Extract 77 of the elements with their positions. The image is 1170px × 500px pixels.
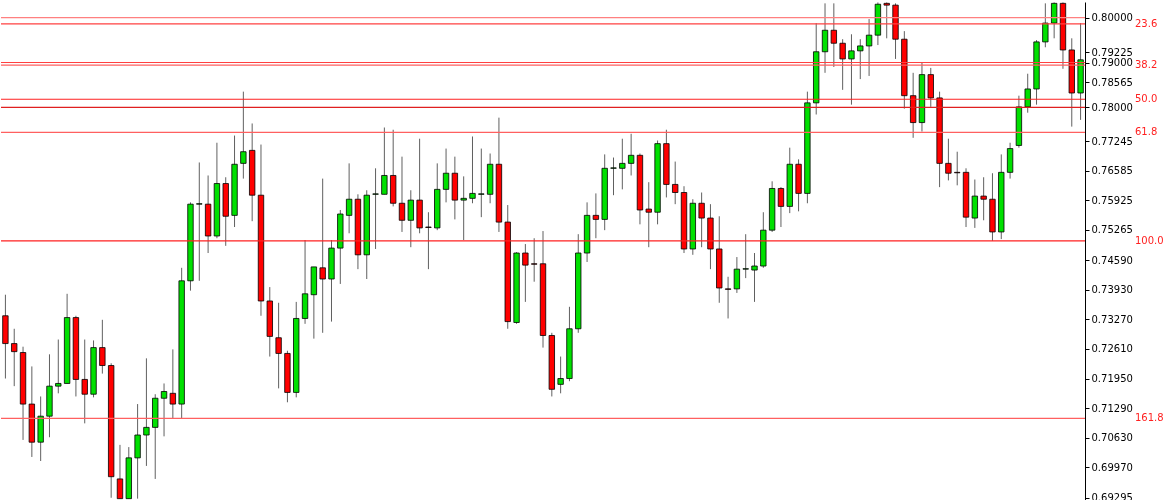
candlestick — [407, 189, 414, 248]
text: 61.8 — [1135, 126, 1158, 138]
y-tick-label: 0.78000 — [1091, 101, 1133, 113]
candlestick — [160, 382, 168, 437]
y-tick-label: 0.70630 — [1091, 432, 1133, 444]
candlestick — [865, 18, 873, 77]
y-tick-label: 0.72610 — [1091, 343, 1133, 355]
y-tick-label: 0.78565 — [1091, 76, 1133, 88]
candlestick — [883, 1, 890, 39]
candlestick — [522, 243, 529, 303]
candlestick — [610, 157, 617, 196]
candlestick — [381, 127, 388, 195]
candlestick — [724, 276, 732, 319]
candlestick — [196, 161, 203, 282]
y-tick-label: 0.74590 — [1091, 254, 1133, 266]
candlestick — [672, 161, 679, 205]
y-tick-label: 0.71290 — [1091, 402, 1133, 414]
candlestick — [372, 167, 379, 250]
candlestick — [240, 91, 247, 180]
candlestick — [143, 357, 150, 467]
candlestick — [469, 135, 476, 204]
candlestick — [134, 403, 141, 500]
candlestick — [751, 252, 758, 303]
candlestick — [557, 356, 564, 394]
candlestick — [980, 176, 987, 221]
y-tick-label: 0.69970 — [1091, 461, 1133, 473]
candlestick — [698, 192, 705, 248]
y-tick-label: 0.79225 — [1091, 46, 1133, 58]
y-tick-label: 0.73270 — [1091, 313, 1133, 325]
candlestick — [345, 162, 353, 234]
candlestick — [830, 2, 837, 68]
candlestick — [398, 156, 406, 233]
y-tick-label: 0.79000 — [1091, 57, 1133, 69]
candlestick — [742, 233, 749, 279]
text: 100.0 — [1135, 234, 1164, 246]
text: 23.6 — [1135, 17, 1158, 29]
candlestick — [1051, 1, 1058, 39]
candlestick — [1042, 2, 1049, 48]
candlestick — [927, 67, 934, 108]
candlestick — [460, 175, 467, 241]
candlestick — [945, 138, 952, 181]
candlestick — [275, 302, 282, 389]
candlestick — [1024, 73, 1031, 114]
candlestick — [81, 339, 88, 424]
candlestick — [1006, 142, 1014, 180]
candlestick — [55, 339, 62, 394]
candlestick — [628, 133, 635, 176]
text: 50.0 — [1135, 93, 1158, 105]
candlestick — [116, 444, 124, 500]
y-tick-label: 0.75925 — [1091, 194, 1133, 206]
candlestick — [531, 237, 538, 283]
candlestick — [848, 33, 855, 106]
y-tick-label: 0.73930 — [1091, 284, 1133, 296]
candlestick — [478, 148, 485, 218]
candlestick — [11, 328, 18, 387]
candlestick — [319, 178, 326, 334]
candlestick — [442, 148, 450, 203]
candlestick — [169, 348, 176, 419]
candlestick — [954, 151, 961, 186]
candlestick — [425, 211, 432, 270]
candlestick — [839, 38, 846, 91]
candlestick — [821, 2, 829, 74]
y-tick-label: 0.75265 — [1091, 224, 1133, 236]
candlestick — [857, 38, 864, 80]
y-tick-label: 0.77245 — [1091, 135, 1133, 147]
y-tick-label: 0.80000 — [1091, 12, 1133, 24]
text: 38.2 — [1135, 59, 1158, 71]
candlestick — [733, 256, 741, 294]
candlestick — [645, 181, 652, 248]
y-tick-label: 0.71950 — [1091, 373, 1133, 385]
y-tick-label: 0.76585 — [1091, 165, 1133, 177]
candlestick — [777, 186, 785, 228]
candlestick — [619, 138, 626, 190]
text: 161.8 — [1135, 412, 1164, 424]
candlestick — [971, 179, 978, 229]
candlestick — [99, 319, 106, 375]
candlestick — [592, 192, 600, 239]
